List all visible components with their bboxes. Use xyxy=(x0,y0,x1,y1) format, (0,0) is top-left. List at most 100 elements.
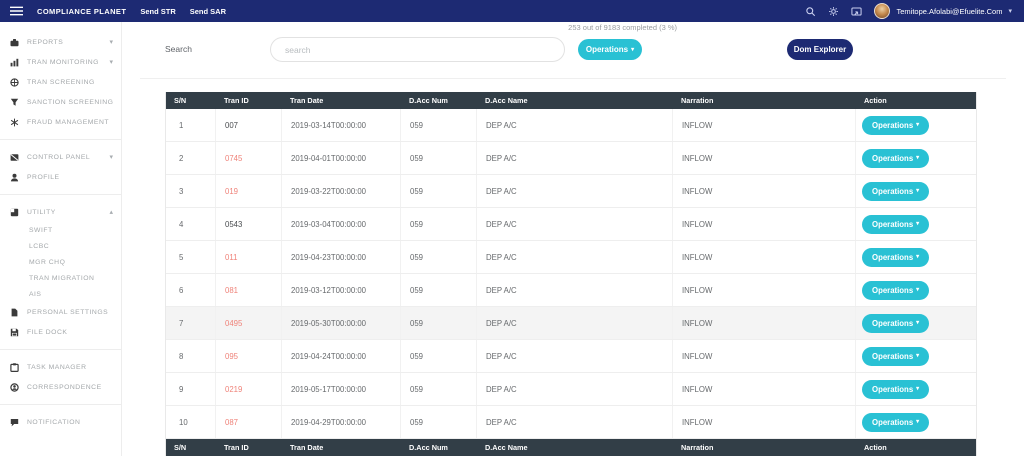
table-row: 1 007 2019-03-14T00:00:00 059 DEP A/C IN… xyxy=(166,109,976,142)
sidebar-item-label: TRAN SCREENING xyxy=(27,78,95,86)
gear-icon[interactable] xyxy=(828,6,839,17)
cast-icon[interactable] xyxy=(851,6,863,17)
column-header-d-acc-num: D.Acc Num xyxy=(409,96,448,105)
sidebar-item-label: NOTIFICATION xyxy=(27,418,81,426)
cell-sn: 7 xyxy=(166,307,216,339)
cell-sn: 2 xyxy=(166,142,216,174)
cell-d-acc-name: DEP A/C xyxy=(477,274,673,306)
table-footer-header: S/N Tran ID Tran Date D.Acc Num D.Acc Na… xyxy=(166,439,976,456)
sidebar-item-tran-migration[interactable]: TRAN MIGRATION xyxy=(0,270,121,286)
sidebar-item-label: REPORTS xyxy=(27,38,64,46)
cell-narration: INFLOW xyxy=(673,175,856,207)
table-row: 8 095 2019-04-24T00:00:00 059 DEP A/C IN… xyxy=(166,340,976,373)
caret-down-icon: ▾ xyxy=(916,320,920,326)
row-operations-label: Operations xyxy=(872,153,914,163)
cell-d-acc-num: 059 xyxy=(401,142,477,174)
sidebar-item-label: FRAUD MANAGEMENT xyxy=(27,118,110,126)
cell-action: Operations ▾ xyxy=(856,109,978,141)
row-operations-label: Operations xyxy=(872,417,914,427)
dom-explorer-button-label: Dom Explorer xyxy=(793,45,847,54)
caret-down-icon: ▾ xyxy=(916,353,920,359)
caret-down-icon: ▾ xyxy=(916,188,920,194)
sidebar-item-fraud-management[interactable]: FRAUD MANAGEMENT xyxy=(0,112,121,132)
sidebar-item-profile[interactable]: PROFILE xyxy=(0,167,121,187)
row-operations-button[interactable]: Operations ▾ xyxy=(862,412,930,432)
sidebar-item-label: AIS xyxy=(29,290,42,298)
sidebar-item-tran-screening[interactable]: TRAN SCREENING xyxy=(0,72,121,92)
chevron-down-icon: ▾ xyxy=(1008,8,1012,15)
reports-icon xyxy=(10,38,19,47)
operations-button-label: Operations xyxy=(585,45,629,54)
caret-down-icon: ▾ xyxy=(916,155,920,161)
search-icon[interactable] xyxy=(805,6,816,17)
sidebar-item-label: MGR CHQ xyxy=(29,258,66,266)
cell-action: Operations ▾ xyxy=(856,373,978,405)
column-header-narration: Narration xyxy=(681,443,714,452)
column-header-tran-id: Tran ID xyxy=(224,96,249,105)
cell-sn: 1 xyxy=(166,109,216,141)
sidebar-item-control-panel[interactable]: CONTROL PANEL xyxy=(0,147,121,167)
table-row: 4 0543 2019-03-04T00:00:00 059 DEP A/C I… xyxy=(166,208,976,241)
row-operations-button[interactable]: Operations ▾ xyxy=(862,115,930,135)
sidebar-item-personal-settings[interactable]: PERSONAL SETTINGS xyxy=(0,302,121,322)
cell-action: Operations ▾ xyxy=(856,340,978,372)
row-operations-label: Operations xyxy=(872,186,914,196)
cell-sn: 3 xyxy=(166,175,216,207)
sidebar-item-task-manager[interactable]: TASK MANAGER xyxy=(0,357,121,377)
cell-d-acc-num: 059 xyxy=(401,208,477,240)
sidebar-item-ais[interactable]: AIS xyxy=(0,286,121,302)
chevron-icon xyxy=(109,58,113,66)
box-icon xyxy=(10,208,19,217)
sidebar-item-file-dock[interactable]: FILE DOCK xyxy=(0,322,121,342)
row-operations-label: Operations xyxy=(872,219,914,229)
sidebar-item-swift[interactable]: SWIFT xyxy=(0,222,121,238)
cell-tran-id: 0543 xyxy=(216,208,282,240)
caret-down-icon: ▾ xyxy=(916,254,920,260)
row-operations-button[interactable]: Operations ▾ xyxy=(862,379,930,399)
column-header-tran-date: Tran Date xyxy=(290,443,324,452)
row-operations-button[interactable]: Operations ▾ xyxy=(862,148,930,168)
sidebar-item-reports[interactable]: REPORTS xyxy=(0,32,121,52)
sidebar-item-utility[interactable]: UTILITY xyxy=(0,202,121,222)
sidebar-item-lcbc[interactable]: LCBC xyxy=(0,238,121,254)
row-operations-button[interactable]: Operations ▾ xyxy=(862,346,930,366)
sidebar-item-tran-monitoring[interactable]: TRAN MONITORING xyxy=(0,52,121,72)
cell-tran-date: 2019-04-01T00:00:00 xyxy=(282,142,401,174)
navbar-link-send-str[interactable]: Send STR xyxy=(140,6,176,16)
sidebar-item-label: LCBC xyxy=(29,242,50,250)
caret-down-icon: ▾ xyxy=(916,419,920,425)
hamburger-menu-icon[interactable] xyxy=(10,6,23,16)
cell-narration: INFLOW xyxy=(673,142,856,174)
navbar-link-send-sar[interactable]: Send SAR xyxy=(189,6,226,16)
sidebar-item-label: TRAN MIGRATION xyxy=(29,274,95,282)
sidebar-item-label: CORRESPONDENCE xyxy=(27,383,102,391)
user-menu[interactable]: Temitope.Afolabi@Efuelite.Com ▾ xyxy=(874,3,1012,19)
column-header-action: Action xyxy=(864,96,887,105)
sidebar-item-label: TASK MANAGER xyxy=(27,363,87,371)
chevron-icon xyxy=(109,153,113,161)
cell-d-acc-num: 059 xyxy=(401,340,477,372)
row-operations-button[interactable]: Operations ▾ xyxy=(862,247,930,267)
row-operations-button[interactable]: Operations ▾ xyxy=(862,181,930,201)
operations-button[interactable]: Operations ▾ xyxy=(578,39,642,60)
search-input[interactable] xyxy=(270,37,565,62)
sidebar-item-label: PROFILE xyxy=(27,173,60,181)
row-operations-button[interactable]: Operations ▾ xyxy=(862,280,930,300)
sidebar-item-notification[interactable]: NOTIFICATION xyxy=(0,412,121,432)
cell-d-acc-num: 059 xyxy=(401,406,477,438)
search-label: Search xyxy=(165,44,192,54)
cell-tran-id: 011 xyxy=(216,241,282,273)
disk-icon xyxy=(10,328,19,337)
row-operations-button[interactable]: Operations ▾ xyxy=(862,214,930,234)
cell-d-acc-name: DEP A/C xyxy=(477,109,673,141)
cell-tran-date: 2019-03-14T00:00:00 xyxy=(282,109,401,141)
dom-explorer-button[interactable]: Dom Explorer xyxy=(787,39,853,60)
sidebar-item-mgr-chq[interactable]: MGR CHQ xyxy=(0,254,121,270)
app-brand[interactable]: COMPLIANCE PLANET xyxy=(37,6,127,16)
cell-d-acc-num: 059 xyxy=(401,241,477,273)
sidebar-item-sanction-screening[interactable]: SANCTION SCREENING xyxy=(0,92,121,112)
cell-action: Operations ▾ xyxy=(856,307,978,339)
row-operations-button[interactable]: Operations ▾ xyxy=(862,313,930,333)
sidebar-divider xyxy=(0,349,121,350)
sidebar-item-correspondence[interactable]: CORRESPONDENCE xyxy=(0,377,121,397)
